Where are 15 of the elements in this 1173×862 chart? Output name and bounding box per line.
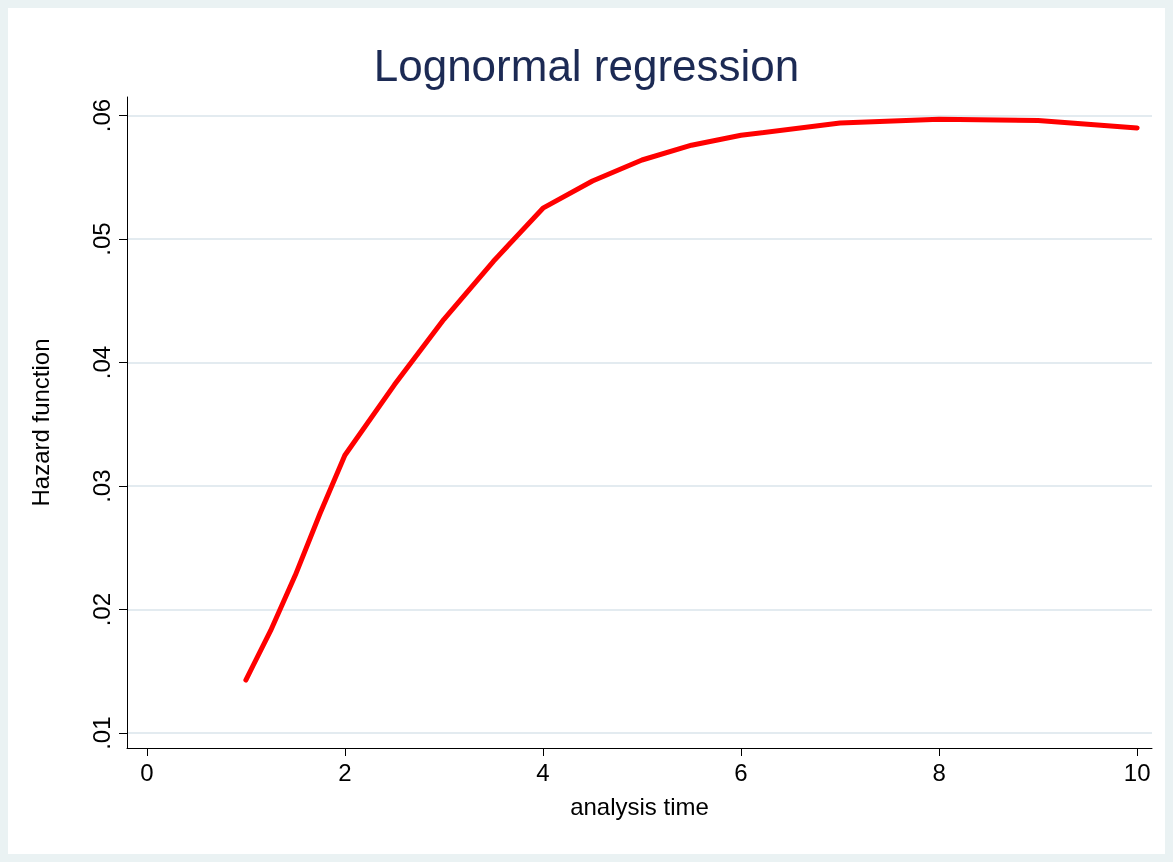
y-tick-label: .06 <box>87 98 115 133</box>
y-tick-label: .02 <box>87 592 115 627</box>
x-axis-title: analysis time <box>570 792 709 820</box>
y-tick-label: .05 <box>87 222 115 256</box>
chart-title: Lognormal regression <box>373 40 800 90</box>
x-tick-label: 4 <box>536 758 550 786</box>
x-tick-label: 2 <box>338 758 352 786</box>
y-tick-label: .01 <box>87 716 115 750</box>
x-tick-label: 6 <box>734 758 748 786</box>
x-tick-label: 8 <box>932 758 946 786</box>
y-tick-label: .03 <box>87 469 115 503</box>
y-axis-title: Hazard function <box>26 338 54 507</box>
x-tick-label: 10 <box>1123 758 1151 786</box>
x-tick-label: 0 <box>140 758 154 786</box>
y-tick-label: .04 <box>87 345 115 380</box>
